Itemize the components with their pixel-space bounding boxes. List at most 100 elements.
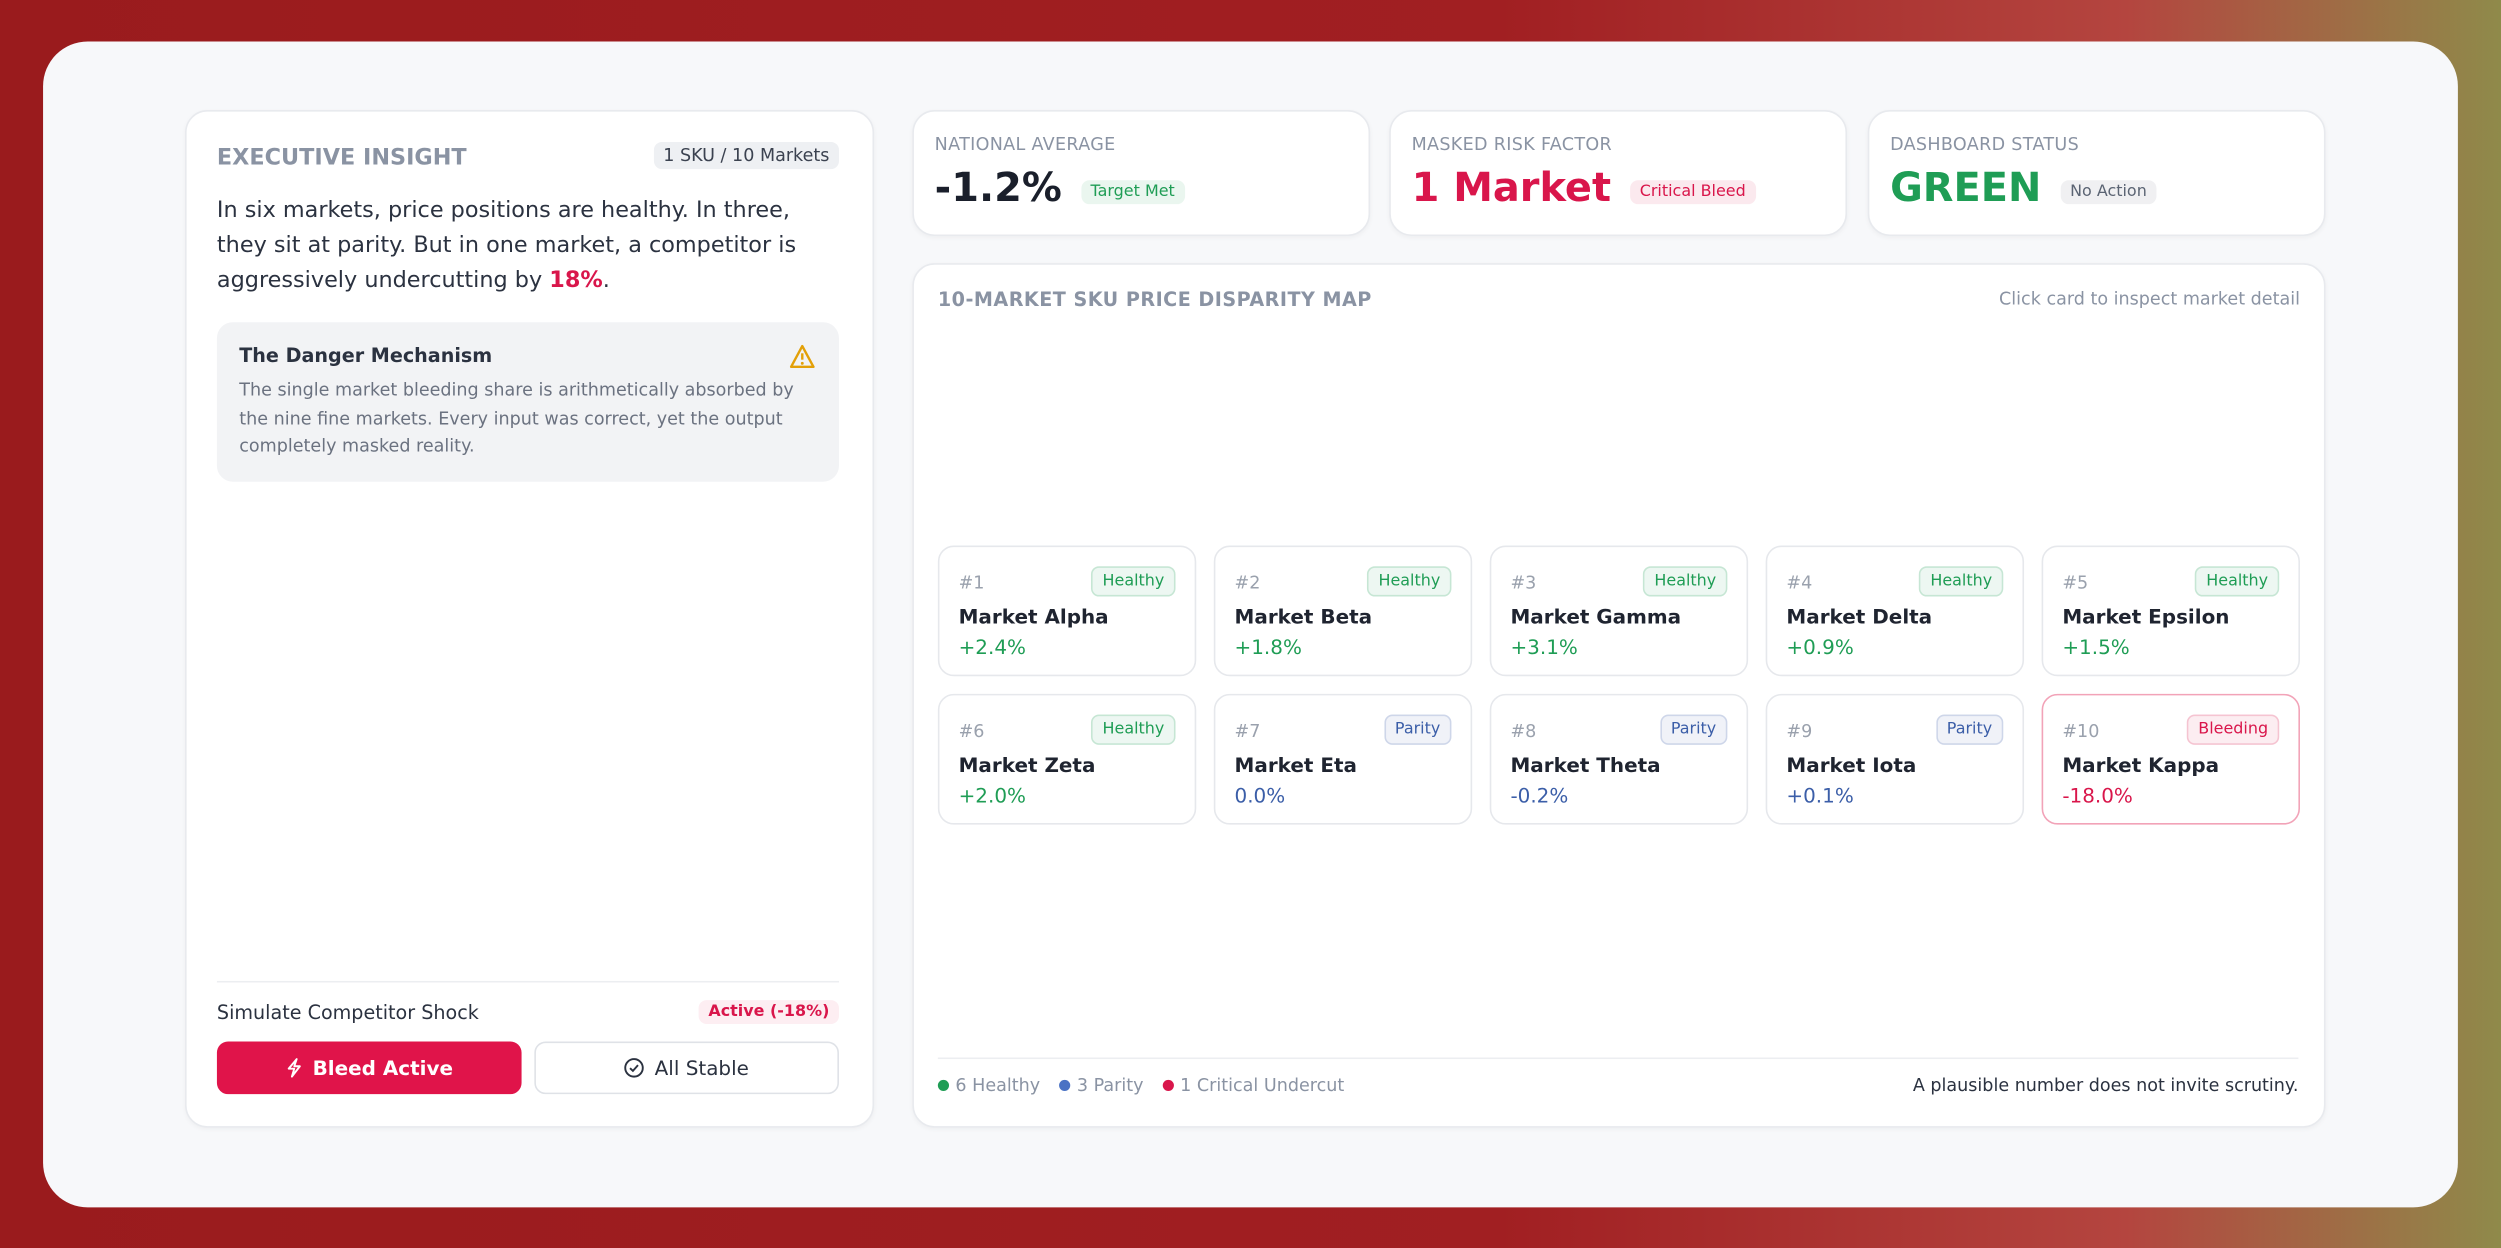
legend-dot: [1059, 1079, 1071, 1091]
kpi-value-row: -1.2% Target Met: [934, 164, 1185, 211]
market-rank: #2: [1234, 572, 1261, 594]
kpi-card: MASKED RISK FACTOR 1 Market Critical Bleed: [1389, 110, 1848, 237]
legend-divider: [937, 1057, 2299, 1060]
market-rank: #8: [1510, 720, 1537, 742]
legend-item: 3 Parity: [1059, 1075, 1143, 1096]
kpi-value: -1.2%: [934, 164, 1062, 211]
market-card[interactable]: #7 Parity Market Eta 0.0%: [1213, 693, 1473, 825]
market-status: Parity: [1935, 714, 2004, 745]
market-card[interactable]: #8 Parity Market Theta -0.2%: [1489, 693, 1749, 825]
market-name: Market Alpha: [958, 604, 1109, 629]
bleed-button-label: Bleed Active: [312, 1055, 454, 1080]
market-rank: #10: [2062, 720, 2100, 742]
market-card[interactable]: #3 Healthy Market Gamma +3.1%: [1489, 545, 1749, 677]
footnote: A plausible number does not invite scrut…: [1912, 1075, 2299, 1096]
market-card[interactable]: #4 Healthy Market Delta +0.9%: [1765, 545, 2025, 677]
legend-label: 6 Healthy: [955, 1075, 1041, 1096]
kpi-card: NATIONAL AVERAGE -1.2% Target Met: [912, 110, 1371, 237]
map-hint: Click card to inspect market detail: [1999, 288, 2300, 310]
kpi-value-row: 1 Market Critical Bleed: [1411, 164, 1756, 211]
kpi-value: 1 Market: [1411, 164, 1612, 211]
market-name: Market Epsilon: [2062, 604, 2230, 629]
market-rank: #9: [1786, 720, 1813, 742]
market-name: Market Theta: [1510, 752, 1661, 777]
callout-text: The single market bleeding share is arit…: [239, 379, 794, 457]
market-rank: #1: [958, 572, 985, 594]
market-rank: #7: [1234, 720, 1261, 742]
market-card[interactable]: #2 Healthy Market Beta +1.8%: [1213, 545, 1473, 677]
market-card[interactable]: #6 Healthy Market Zeta +2.0%: [937, 693, 1197, 825]
market-status: Healthy: [2195, 566, 2280, 597]
market-name: Market Delta: [1786, 604, 1933, 629]
legend-dot: [1162, 1079, 1174, 1091]
market-change: +2.0%: [958, 783, 1026, 808]
market-change: +1.5%: [2062, 634, 2130, 659]
insight-text: In six markets, price positions are heal…: [217, 193, 842, 298]
market-rank: #4: [1786, 572, 1813, 594]
kpi-label: DASHBOARD STATUS: [1890, 133, 2080, 155]
warning-icon: [789, 344, 815, 369]
legend: 6 Healthy 3 Parity 1 Critical Undercut: [937, 1075, 1345, 1096]
market-status: Healthy: [1919, 566, 2004, 597]
callout-box: [216, 322, 839, 482]
market-change: +0.9%: [1786, 634, 1854, 659]
insight-card: [185, 110, 875, 1128]
kpi-value: GREEN: [1890, 164, 2042, 211]
sku-badge: 1 SKU / 10 Markets: [653, 141, 839, 170]
market-change: -18.0%: [2062, 783, 2133, 808]
market-status: Parity: [1659, 714, 1728, 745]
market-change: -0.2%: [1510, 783, 1569, 808]
insight-highlight: 18%: [549, 267, 603, 294]
market-card[interactable]: #1 Healthy Market Alpha +2.4%: [937, 545, 1197, 677]
bolt-icon: [287, 1058, 301, 1078]
kpi-label: MASKED RISK FACTOR: [1411, 133, 1613, 155]
market-status: Parity: [1383, 714, 1452, 745]
market-name: Market Eta: [1234, 752, 1357, 777]
market-card[interactable]: #10 Bleeding Market Kappa -18.0%: [2041, 693, 2300, 825]
market-change: 0.0%: [1234, 783, 1286, 808]
insight-text-after: .: [602, 267, 610, 294]
kpi-label: NATIONAL AVERAGE: [934, 133, 1116, 155]
market-name: Market Kappa: [2062, 752, 2220, 777]
kpi-tag: Critical Bleed: [1630, 179, 1756, 204]
legend-dot: [937, 1079, 950, 1091]
legend-label: 1 Critical Undercut: [1180, 1075, 1345, 1096]
divider: [216, 980, 839, 983]
shock-label: Simulate Competitor Shock: [216, 1001, 479, 1024]
market-name: Market Beta: [1234, 604, 1373, 629]
market-status: Healthy: [1091, 566, 1176, 597]
bleed-button[interactable]: Bleed Active: [216, 1041, 522, 1095]
check-icon: [625, 1058, 645, 1078]
market-rank: #3: [1510, 572, 1537, 594]
market-change: +0.1%: [1786, 783, 1854, 808]
market-rank: #6: [958, 720, 985, 742]
insight-text-before: In six markets, price positions are heal…: [216, 197, 797, 294]
market-status: Healthy: [1091, 714, 1176, 745]
market-change: +1.8%: [1234, 634, 1302, 659]
map-title: 10-MARKET SKU PRICE DISPARITY MAP: [937, 288, 1372, 312]
market-change: +2.4%: [958, 634, 1026, 659]
legend-item: 1 Critical Undercut: [1162, 1075, 1345, 1096]
kpi-value-row: GREEN No Action: [1890, 164, 2157, 211]
insight-title: EXECUTIVE INSIGHT: [216, 145, 467, 171]
shock-status: Active (-18%): [698, 1000, 839, 1024]
stable-button[interactable]: All Stable: [534, 1041, 839, 1095]
market-name: Market Iota: [1786, 752, 1917, 777]
market-name: Market Gamma: [1510, 604, 1682, 629]
legend-label: 3 Parity: [1076, 1075, 1144, 1096]
callout-title: The Danger Mechanism: [239, 344, 493, 367]
market-status: Healthy: [1367, 566, 1452, 597]
kpi-tag: No Action: [2060, 179, 2157, 204]
kpi-tag: Target Met: [1080, 179, 1185, 204]
market-rank: #5: [2062, 572, 2089, 594]
legend-item: 6 Healthy: [937, 1075, 1041, 1096]
kpi-card: DASHBOARD STATUS GREEN No Action: [1867, 110, 2326, 237]
market-status: Bleeding: [2187, 714, 2280, 745]
stable-button-label: All Stable: [654, 1055, 749, 1080]
market-card[interactable]: #5 Healthy Market Epsilon +1.5%: [2041, 545, 2300, 677]
market-card[interactable]: #9 Parity Market Iota +0.1%: [1765, 693, 2025, 825]
market-name: Market Zeta: [958, 752, 1096, 777]
